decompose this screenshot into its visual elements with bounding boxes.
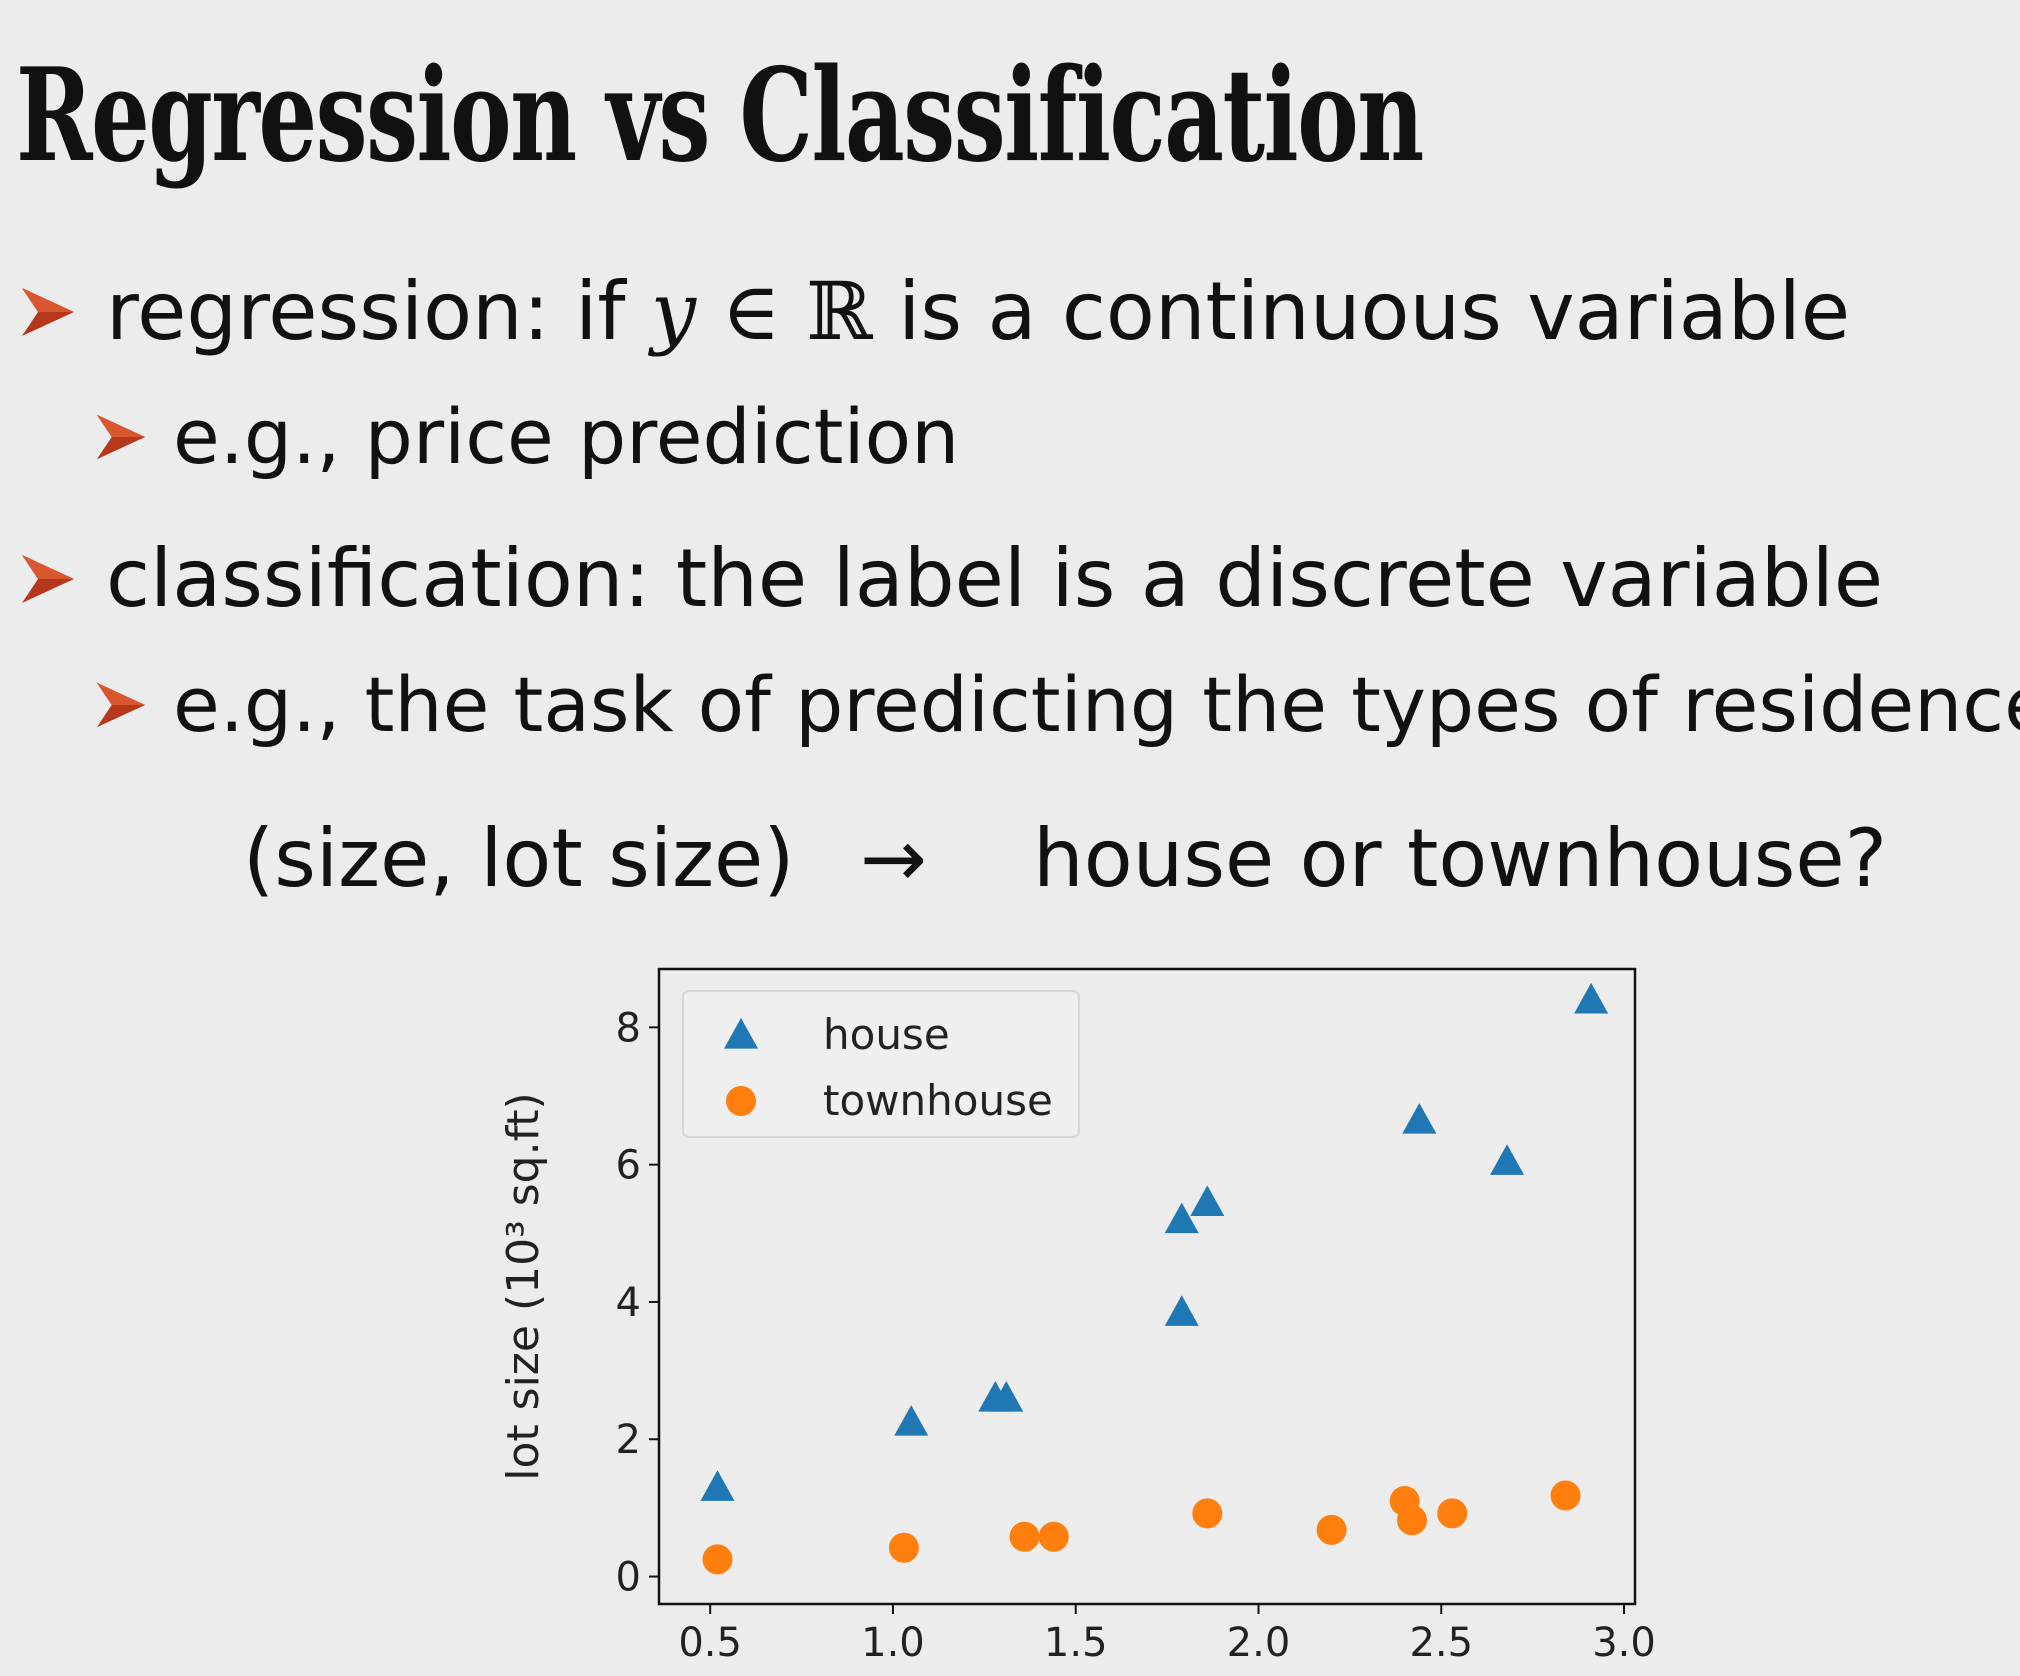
x-tick-label: 1.5 [1044,1620,1108,1666]
townhouse-point [1038,1521,1069,1552]
bullet-text: classification: the label is a discrete … [106,532,1884,625]
x-tick-label: 1.0 [861,1620,925,1666]
sub-bullet-price: e.g., price prediction [95,392,959,481]
townhouse-point [1550,1480,1581,1511]
house-point [989,1381,1024,1412]
x-tick-label: 0.5 [678,1620,742,1666]
house-point [700,1470,735,1501]
mapping-output: house or townhouse? [1033,812,1888,905]
townhouse-point [888,1532,919,1563]
sub-bullet-residence: e.g., the task of predicting the types o… [95,660,2020,749]
house-point [1190,1185,1225,1217]
bullet-regression: regression: if y ∈ ℝ is a continuous var… [20,265,1850,358]
house-point [1164,1295,1199,1326]
mapping-arrow: → [860,812,928,905]
townhouse-point [702,1544,733,1575]
legend-townhouse-marker [726,1086,756,1116]
townhouse-point [1009,1521,1040,1552]
townhouse-point [1397,1505,1428,1536]
bullet-text: regression: if y ∈ ℝ is a continuous var… [106,265,1851,358]
house-point [894,1405,929,1436]
house-point [1490,1144,1525,1175]
bullet-arrow-icon [20,551,76,607]
legend-townhouse-label: townhouse [823,1076,1053,1125]
legend-house-marker [724,1018,758,1049]
y-axis-label: lot size (10³ sq.ft) [498,1092,549,1480]
x-tick-label: 2.5 [1409,1620,1473,1666]
bullet-text: e.g., the task of predicting the types o… [173,660,2020,749]
townhouse-point [1192,1498,1223,1529]
y-tick-label: 2 [616,1417,641,1463]
y-tick-label: 8 [616,1005,641,1051]
house-point [1574,982,1609,1014]
townhouse-point [1437,1498,1468,1529]
y-tick-label: 4 [616,1280,641,1326]
x-tick-label: 2.0 [1227,1620,1291,1666]
mapping-input: (size, lot size) [243,812,795,905]
slide-title: Regression vs Classification [16,41,1424,191]
legend-house-label: house [823,1010,950,1059]
legend-box [682,990,1080,1138]
townhouse-point [1316,1514,1347,1545]
bullet-classification: classification: the label is a discrete … [20,532,1883,625]
bullet-arrow-icon [20,284,76,340]
bullet-arrow-icon [95,411,147,463]
y-tick-label: 6 [616,1143,641,1189]
x-tick-label: 3.0 [1592,1620,1656,1666]
bullet-text: e.g., price prediction [173,392,960,481]
bullet-arrow-icon [95,679,147,731]
y-tick-label: 0 [616,1555,641,1601]
house-point [1402,1103,1437,1134]
house-point [1164,1202,1199,1234]
